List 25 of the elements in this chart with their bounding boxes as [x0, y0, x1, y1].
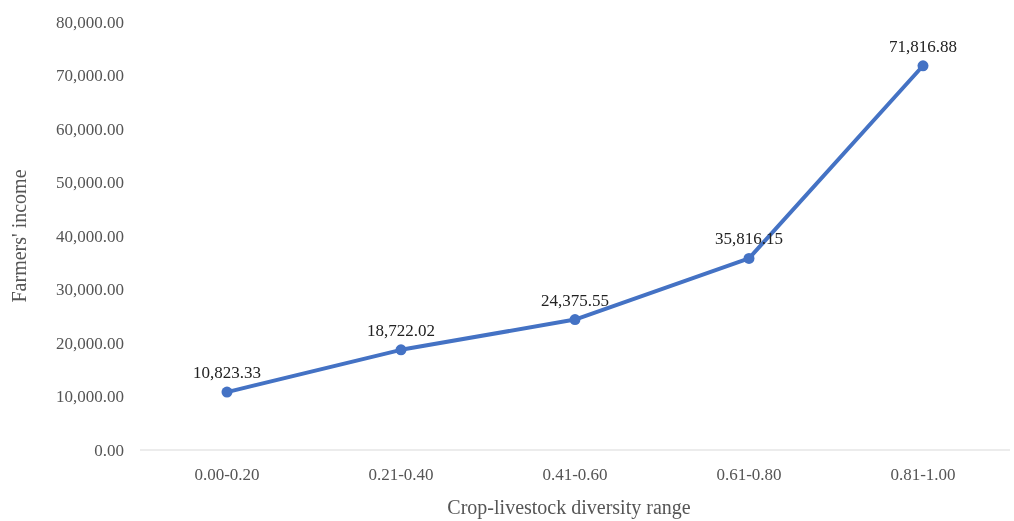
x-tick-label: 0.21-0.40: [368, 465, 434, 484]
x-tick-label: 0.00-0.20: [194, 465, 260, 484]
point: [743, 252, 755, 264]
data-label: 24,375.55: [541, 290, 609, 310]
y-tick-label: 60,000.00: [56, 119, 124, 139]
point: [221, 386, 233, 398]
x-tick-label: 0.41-0.60: [542, 465, 608, 484]
y-tick-label: 80,000.00: [56, 12, 124, 32]
y-tick-label: 10,000.00: [56, 387, 124, 407]
data-label: 18,722.02: [367, 320, 435, 340]
x-axis-title: Crop-livestock diversity range: [447, 496, 691, 519]
y-tick-label: 70,000.00: [56, 66, 124, 86]
point: [917, 60, 929, 72]
y-tick-label: 20,000.00: [56, 333, 124, 353]
y-tick-label: 40,000.00: [56, 226, 124, 246]
y-tick-label: 50,000.00: [56, 173, 124, 193]
point: [569, 314, 581, 326]
point: [395, 344, 407, 356]
x-tick-label: 0.81-1.00: [890, 465, 956, 484]
data-label: 10,823.33: [193, 363, 261, 383]
y-tick-label: 0.00: [94, 440, 124, 460]
x-tick-label: 0.61-0.80: [716, 465, 782, 484]
y-tick-label: 30,000.00: [56, 280, 124, 300]
data-label: 71,816.88: [889, 36, 957, 56]
y-axis-title: Farmers' income: [8, 169, 30, 303]
